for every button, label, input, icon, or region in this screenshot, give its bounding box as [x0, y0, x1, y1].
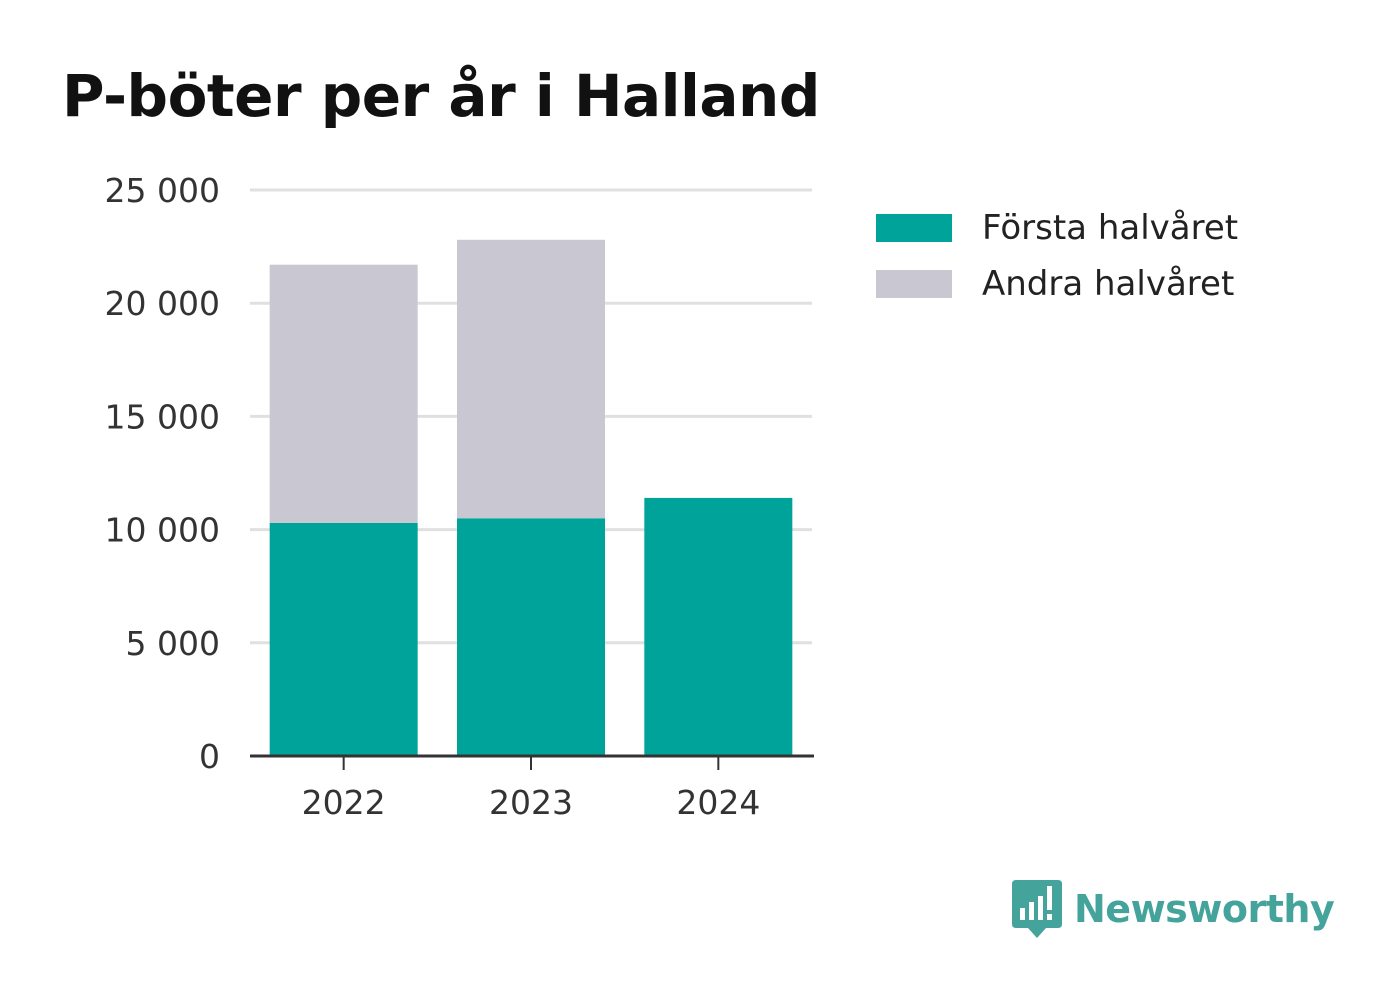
bar-2022-series-0: [269, 522, 418, 756]
tick-labels: 0 5 000 10 000 15 000 20 000 25 000 2022 2023 20…: [105, 171, 761, 822]
bar-2023-series-1: [457, 239, 605, 519]
y-tick-label: 5 000: [126, 624, 220, 663]
legend-swatch-first-half: [876, 214, 952, 242]
legend: Första halvåret Andra halvåret: [876, 200, 1238, 312]
brand-logo: Newsworthy: [1010, 878, 1335, 940]
bars: [269, 239, 793, 756]
y-tick-label: 10 000: [105, 511, 220, 550]
y-tick-label: 0: [199, 737, 220, 776]
legend-label-first-half: Första halvåret: [982, 208, 1239, 248]
chart-title: P-böter per år i Halland: [62, 62, 820, 130]
x-tick-label: 2024: [676, 783, 760, 822]
bar-2024-series-0: [644, 497, 793, 756]
legend-label-second-half: Andra halvåret: [982, 264, 1235, 304]
x-tick-label: 2023: [489, 783, 573, 822]
legend-swatch-second-half: [876, 270, 952, 298]
x-tick-label: 2022: [302, 783, 386, 822]
bar-2023-series-0: [457, 518, 605, 756]
y-tick-label: 20 000: [105, 284, 220, 323]
y-tick-label: 25 000: [105, 171, 220, 210]
brand-name: Newsworthy: [1074, 887, 1335, 931]
axes: [250, 754, 814, 770]
bar-2022-series-1: [269, 264, 418, 523]
legend-item-second-half: Andra halvåret: [876, 256, 1238, 312]
legend-item-first-half: Första halvåret: [876, 200, 1238, 256]
y-tick-label: 15 000: [105, 397, 220, 436]
newsworthy-logo-icon: [1012, 880, 1062, 938]
bar-chart: 0 5 000 10 000 15 000 20 000 25 000 2022 2023 20…: [105, 171, 814, 822]
